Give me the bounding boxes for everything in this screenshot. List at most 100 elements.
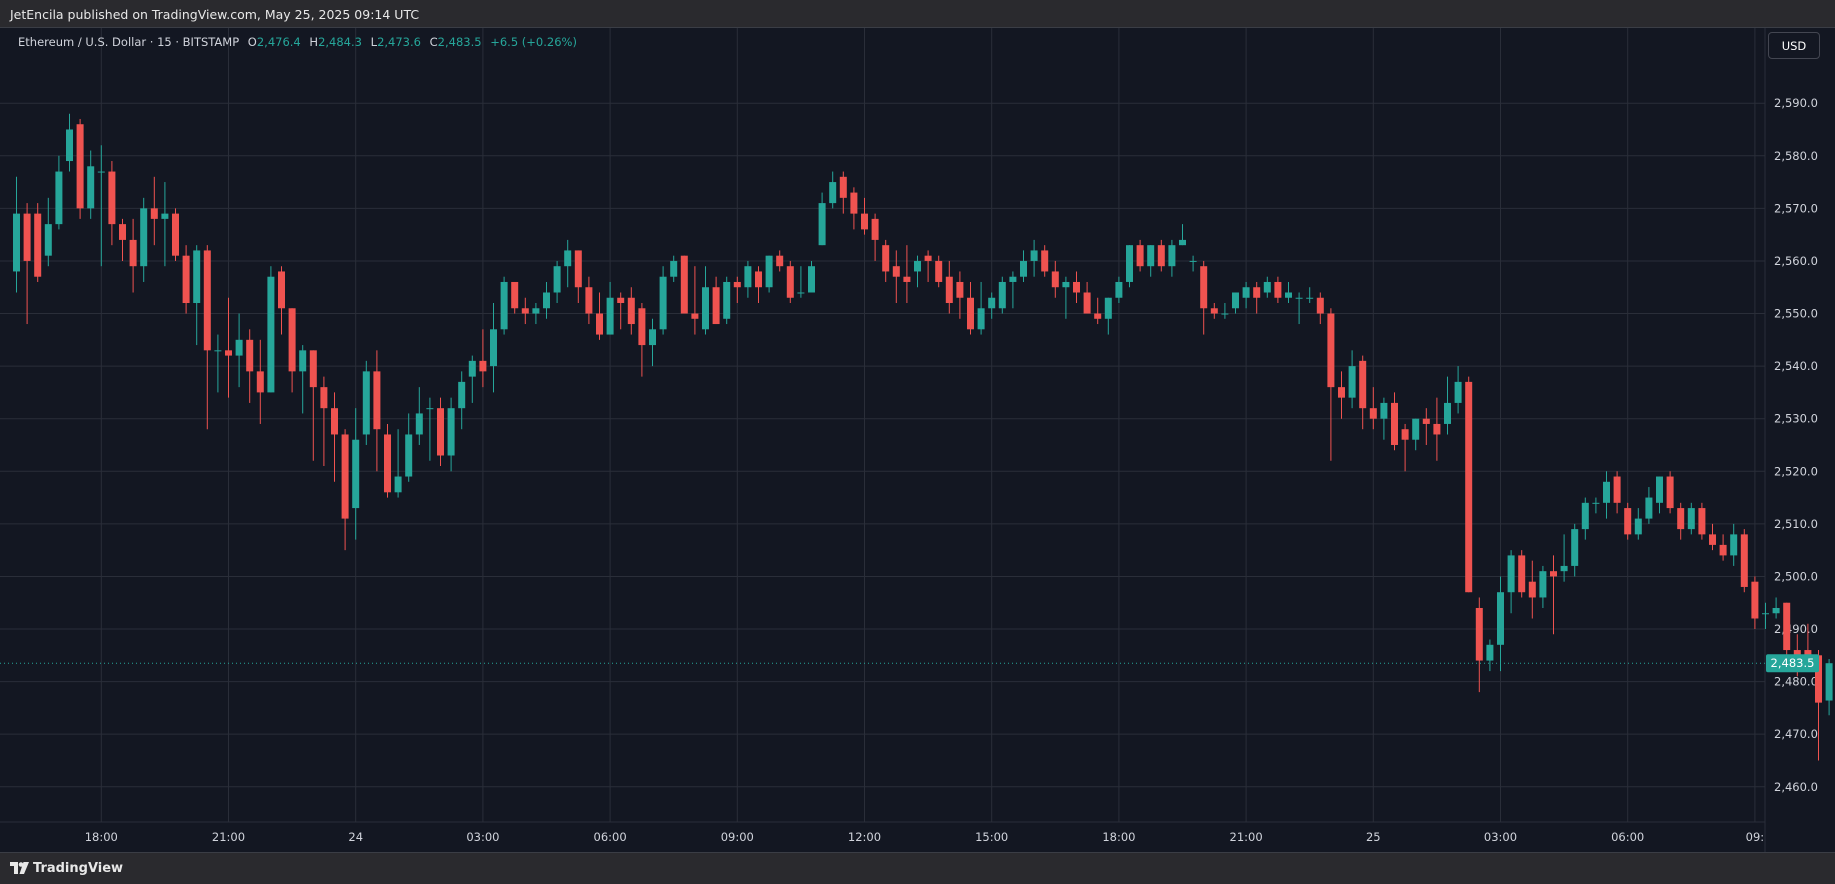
candle-body (659, 276, 667, 330)
candle-body (1200, 266, 1208, 309)
candle-body (1285, 292, 1292, 298)
y-tick-label: 2,510.0 (1774, 517, 1818, 531)
x-tick-label: 06:00 (1611, 830, 1644, 844)
candle-body (415, 413, 423, 435)
change-value: +6.5 (+0.26%) (490, 35, 577, 49)
candle-body (1762, 613, 1769, 615)
candle-body (1687, 508, 1695, 530)
x-tick-label: 21:00 (1230, 830, 1263, 844)
candle-body (691, 313, 699, 319)
candle-body (1147, 245, 1155, 267)
candle-body (1433, 423, 1441, 435)
candle-body (1391, 402, 1398, 445)
candle-body (617, 297, 625, 304)
candle-body (1020, 260, 1027, 277)
candle-body (649, 329, 656, 346)
candle-body (977, 308, 985, 330)
candle-body (1465, 381, 1473, 593)
candle-body (150, 208, 158, 219)
candle-body (723, 281, 731, 319)
candle-body (1486, 644, 1494, 661)
candle-body (437, 408, 444, 456)
candle-body (1656, 476, 1663, 503)
x-tick-label: 24 (348, 830, 363, 844)
candle-body (108, 171, 116, 225)
candle-body (1359, 360, 1367, 409)
candle-body (1571, 529, 1579, 566)
candle-body (956, 281, 964, 298)
candle-body (1528, 581, 1536, 598)
candle-body (924, 255, 932, 261)
x-tick-label: 18:00 (85, 830, 118, 844)
candle-body (744, 266, 752, 288)
candle-body (521, 308, 529, 314)
candle-body (1338, 387, 1345, 398)
candle-body (1062, 281, 1070, 288)
candle-body (1518, 555, 1526, 593)
candle-body (1009, 276, 1017, 282)
candle-body (1666, 476, 1674, 509)
candle-body (839, 176, 847, 198)
candle-body (44, 224, 52, 256)
candle-body (776, 255, 784, 267)
candle-body (34, 213, 42, 277)
candle-body (786, 266, 794, 298)
candle-body (808, 266, 815, 293)
candle-body (405, 434, 413, 477)
candle-body (1507, 555, 1515, 593)
candle-body (373, 371, 381, 430)
candle-body (1698, 508, 1706, 535)
candle-body (1751, 581, 1759, 619)
candle-body (1210, 308, 1218, 314)
candlestick-chart[interactable]: 2,590.0 2,580.0 2,570.0 2,560.0 2,550.0 2,540… (0, 28, 1835, 852)
candle-body (1232, 292, 1239, 309)
candle-body (362, 371, 370, 435)
candle-body (1327, 313, 1335, 388)
candle-body (246, 339, 254, 372)
candle-body (543, 292, 550, 309)
candle-body (447, 408, 455, 456)
candle-body (1719, 544, 1727, 556)
candle-body (1104, 297, 1112, 319)
candle-body (1624, 508, 1632, 535)
candle-body (702, 287, 709, 330)
candle-body (267, 276, 275, 393)
candle-body (1253, 287, 1261, 298)
y-tick-label: 2,560.0 (1774, 254, 1818, 268)
candle-body (1136, 245, 1144, 267)
candle-body (988, 297, 996, 309)
chart-background (0, 28, 1835, 852)
candle-body (1030, 250, 1038, 261)
currency-button[interactable]: USD (1768, 32, 1820, 59)
candle-body (882, 245, 890, 272)
y-tick-label: 2,480.0 (1774, 675, 1818, 689)
y-tick-label: 2,580.0 (1774, 149, 1818, 163)
candle-body (1793, 650, 1801, 656)
candle-body (829, 182, 837, 204)
candle-body (1783, 602, 1791, 651)
candle-body (1348, 366, 1356, 398)
candle-body (627, 297, 635, 325)
y-tick-label: 2,490.0 (1774, 622, 1818, 636)
candle-body (193, 250, 201, 304)
y-tick-label: 2,530.0 (1774, 412, 1818, 426)
chart-area[interactable]: 2,590.0 2,580.0 2,570.0 2,560.0 2,550.0 2,540… (0, 27, 1835, 853)
candle-body (511, 281, 519, 309)
candle-body (871, 218, 879, 240)
candle-body (1730, 534, 1738, 556)
x-tick-label: 21:00 (212, 830, 245, 844)
candle-body (1539, 571, 1547, 598)
candle-body (1497, 592, 1504, 645)
candle-body (967, 297, 974, 330)
candle-body (1157, 245, 1165, 267)
y-tick-label: 2,500.0 (1774, 569, 1818, 583)
candle-body (172, 213, 179, 256)
candle-body (1051, 271, 1059, 288)
candle-body (225, 350, 232, 356)
close-label: C (429, 35, 438, 49)
low-value: 2,473.6 (377, 35, 421, 49)
candle-body (1412, 418, 1420, 440)
candle-body (1094, 313, 1102, 319)
candle-body (1550, 571, 1557, 577)
y-tick-label: 2,520.0 (1774, 464, 1818, 478)
